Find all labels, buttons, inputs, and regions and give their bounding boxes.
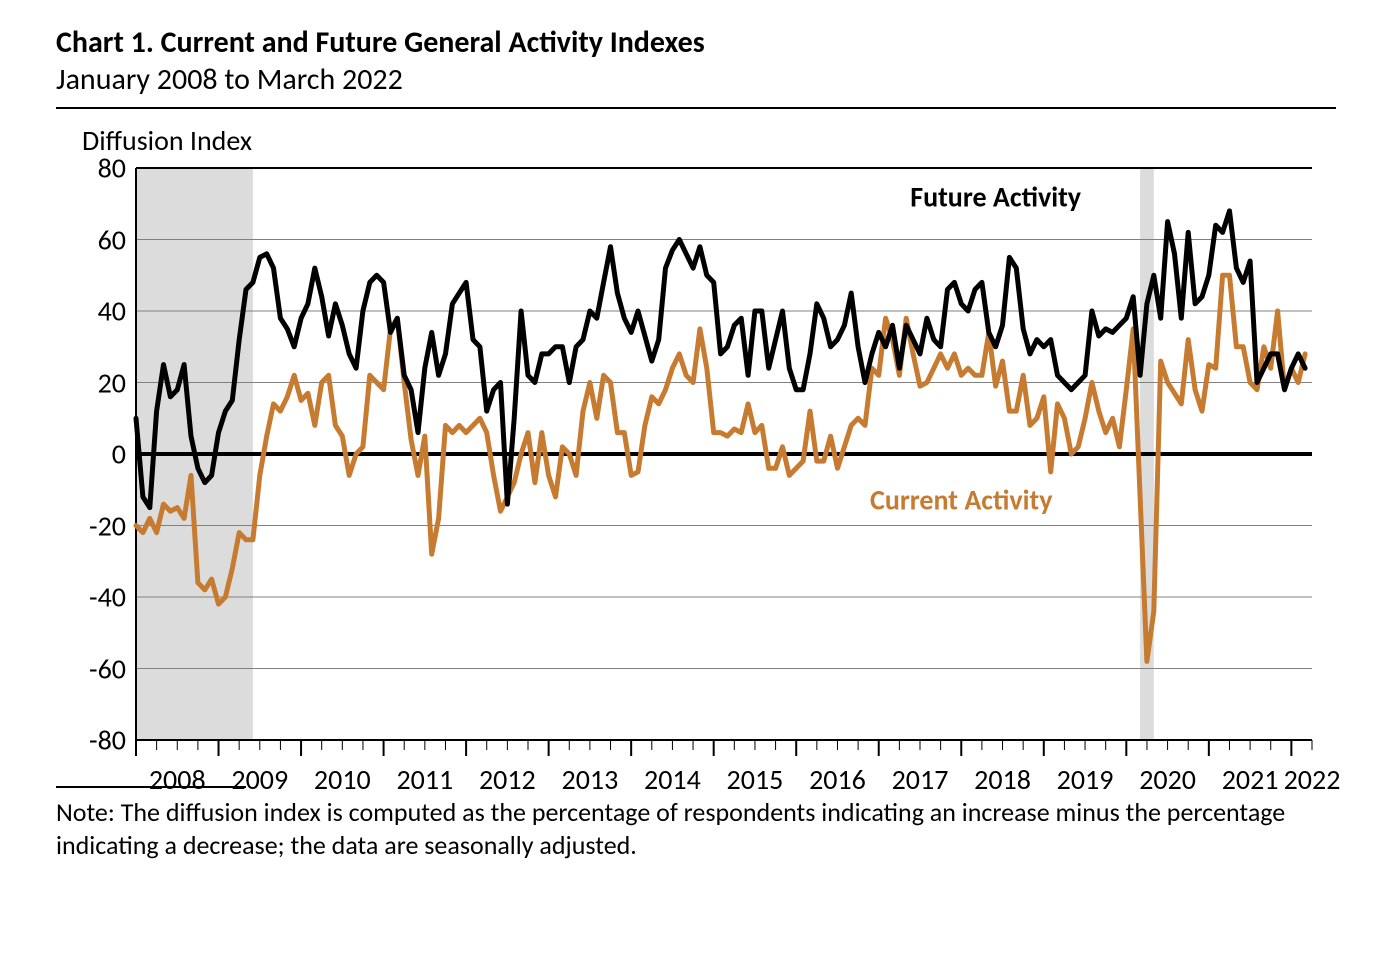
chart-subtitle: January 2008 to March 2022 xyxy=(56,63,1336,98)
chart-container: Chart 1. Current and Future General Acti… xyxy=(0,0,1376,956)
x-tick-label: 2014 xyxy=(644,740,701,797)
x-tick-label: 2018 xyxy=(974,740,1031,797)
y-tick-label: 60 xyxy=(98,222,136,257)
x-tick-label: 2017 xyxy=(892,740,949,797)
future-activity-line-label: Future Activity xyxy=(910,179,1081,214)
y-tick-label: -20 xyxy=(89,508,136,543)
title-rule xyxy=(56,107,1336,109)
y-tick-label: 20 xyxy=(98,365,136,400)
y-tick-label: 0 xyxy=(112,437,136,472)
x-tick-label: 2008 xyxy=(149,740,206,797)
x-tick-label: 2012 xyxy=(479,740,536,797)
x-tick-label: 2016 xyxy=(809,740,866,797)
x-tick-label: 2011 xyxy=(396,740,453,797)
title-block: Chart 1. Current and Future General Acti… xyxy=(56,26,1336,97)
x-tick-label: 2010 xyxy=(314,740,371,797)
chart-note: Note: The diffusion index is computed as… xyxy=(56,796,1316,861)
plot-area: -80-60-40-200204060802008200920102011201… xyxy=(76,164,1316,744)
current-activity-line-label: Current Activity xyxy=(870,483,1053,518)
y-tick-label: -40 xyxy=(89,580,136,615)
x-tick-label: 2022 xyxy=(1284,740,1341,797)
x-tick-label: 2013 xyxy=(562,740,619,797)
x-tick-label: 2019 xyxy=(1057,740,1114,797)
x-tick-label: 2021 xyxy=(1222,740,1279,797)
x-tick-label: 2020 xyxy=(1139,740,1196,797)
y-axis-title: Diffusion Index xyxy=(82,123,1336,158)
y-tick-label: -60 xyxy=(89,651,136,686)
chart-title: Chart 1. Current and Future General Acti… xyxy=(56,26,1336,61)
y-tick-label: 80 xyxy=(98,151,136,186)
y-tick-label: 40 xyxy=(98,294,136,329)
y-tick-label: -80 xyxy=(89,723,136,758)
x-tick-label: 2015 xyxy=(727,740,784,797)
x-tick-label: 2009 xyxy=(231,740,288,797)
plot-svg xyxy=(76,164,1316,744)
